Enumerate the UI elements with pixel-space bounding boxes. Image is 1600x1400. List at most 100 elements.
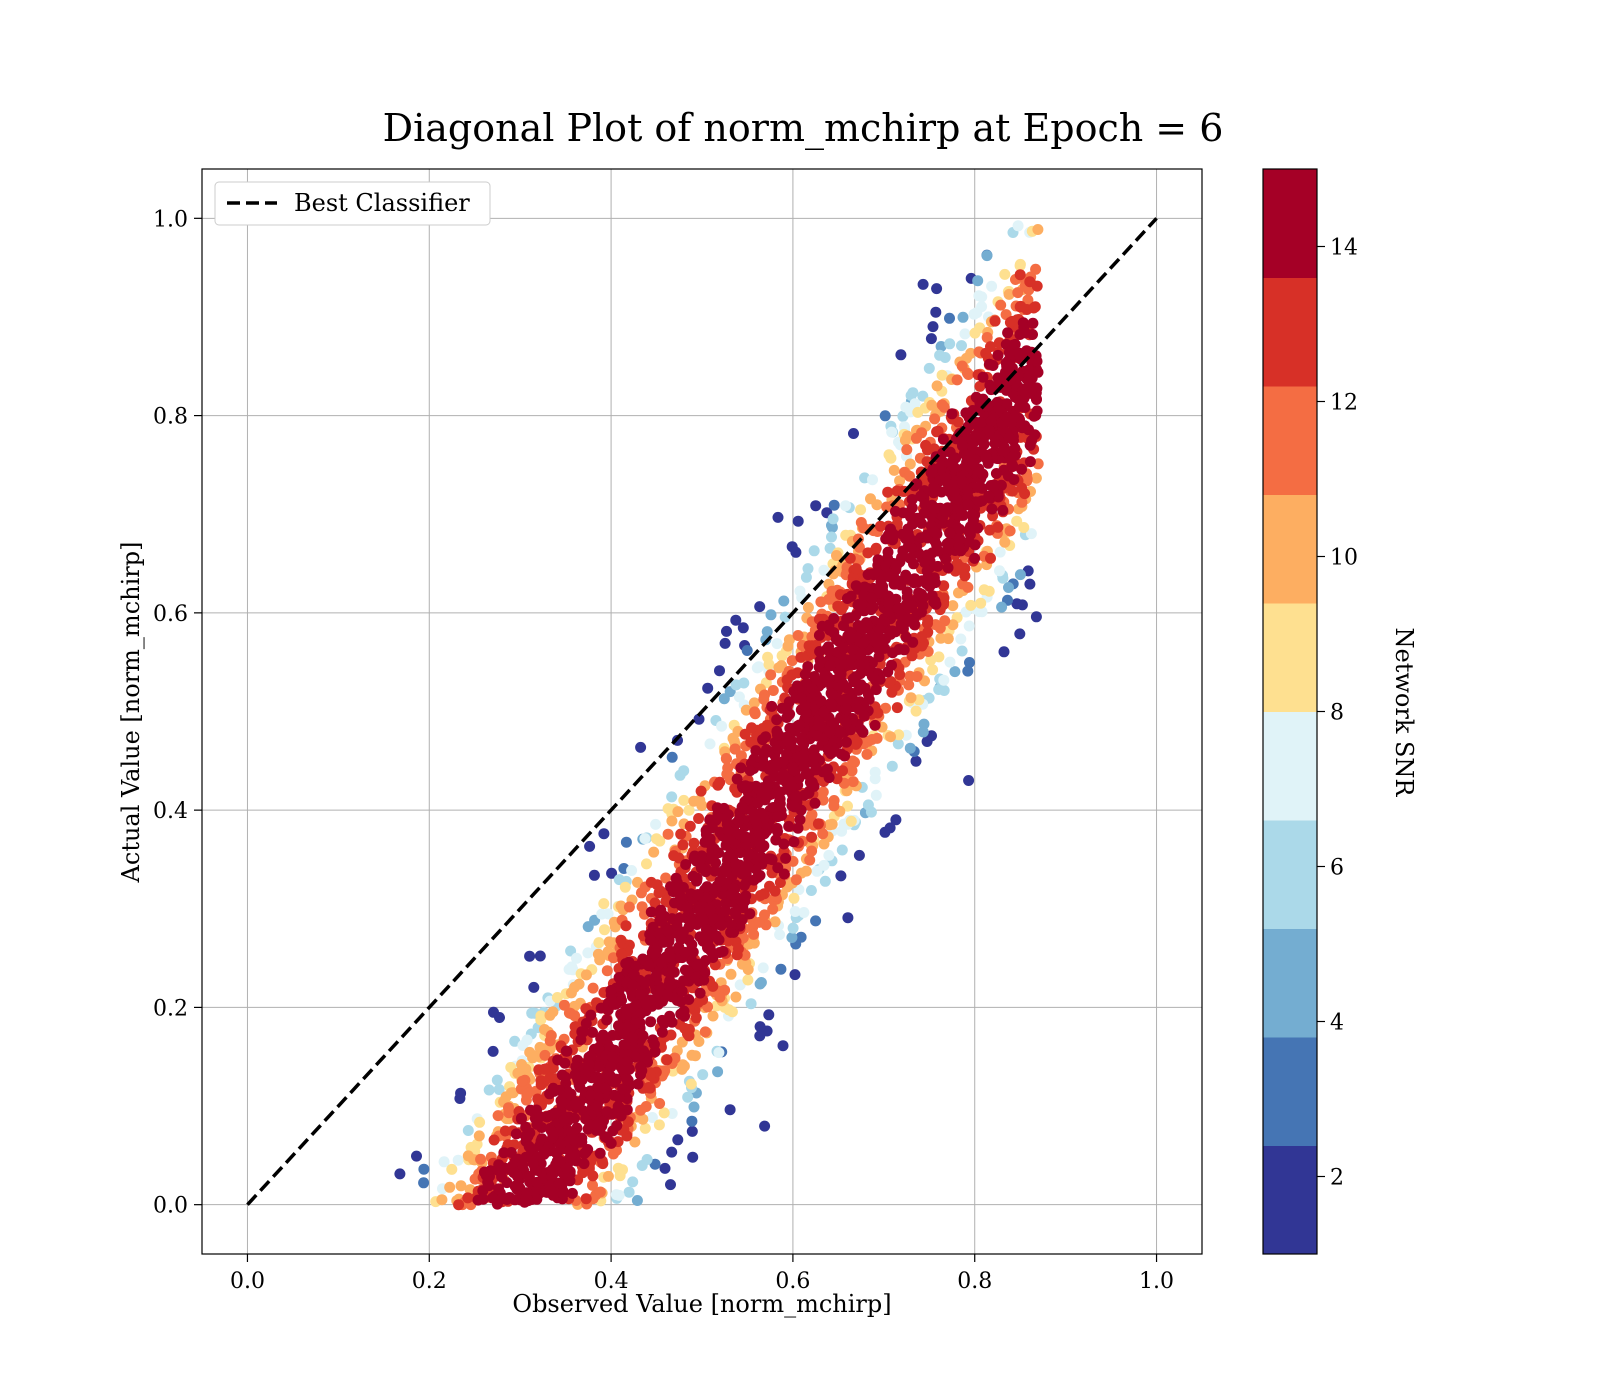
scatter-point <box>617 1083 629 1095</box>
scatter-point <box>555 1139 566 1150</box>
scatter-point <box>875 520 886 532</box>
scatter-point <box>634 989 646 1000</box>
scatter-point <box>775 963 787 975</box>
scatter-point <box>770 760 782 772</box>
scatter-point <box>725 888 737 900</box>
scatter-point <box>962 421 974 433</box>
scatter-point <box>963 775 975 786</box>
scatter-point <box>623 901 635 913</box>
scatter-point <box>869 719 881 731</box>
scatter-point <box>491 1074 503 1086</box>
scatter-point <box>845 815 857 827</box>
scatter-point <box>531 1193 543 1205</box>
scatter-point <box>972 275 984 287</box>
scatter-point <box>938 401 950 413</box>
scatter-point <box>929 526 940 538</box>
scatter-point <box>772 811 784 823</box>
scatter-point <box>653 1119 665 1131</box>
scatter-point <box>890 814 902 826</box>
scatter-point <box>913 513 925 524</box>
scatter-point <box>656 1026 668 1038</box>
scatter-point <box>510 1128 522 1140</box>
scatter-point <box>755 890 766 901</box>
scatter-point <box>730 858 742 870</box>
y-axis: 0.0 0.2 0.4 0.6 0.8 1.0 <box>153 207 202 1219</box>
scatter-point <box>758 748 770 760</box>
scatter-point <box>753 827 765 839</box>
scatter-point <box>666 1146 678 1158</box>
scatter-point <box>962 665 974 677</box>
scatter-point <box>644 1069 656 1081</box>
scatter-point <box>601 1014 613 1026</box>
scatter-point <box>725 968 737 980</box>
scatter-point <box>895 349 907 361</box>
colorbar-band <box>1263 711 1317 821</box>
scatter-point <box>516 1075 528 1087</box>
scatter-point <box>790 546 802 558</box>
scatter-point <box>654 835 666 847</box>
scatter-point <box>453 1199 465 1211</box>
scatter-point <box>812 730 824 742</box>
scatter-point <box>906 494 918 505</box>
scatter-point <box>975 597 987 609</box>
scatter-point <box>788 836 800 848</box>
scatter-point <box>566 1187 578 1199</box>
scatter-point <box>798 761 810 773</box>
scatter-point <box>790 874 802 886</box>
plot-area <box>201 168 1203 1255</box>
scatter-point <box>735 762 747 774</box>
scatter-point <box>748 928 760 940</box>
scatter-point <box>557 1188 569 1200</box>
scatter-point <box>983 585 995 597</box>
colorbar-tick-label: 2 <box>1330 1166 1344 1191</box>
scatter-point <box>845 632 857 644</box>
scatter-point <box>722 851 734 863</box>
scatter-point <box>929 413 941 425</box>
scatter-point <box>765 669 777 681</box>
scatter-point <box>761 781 773 793</box>
scatter-point <box>1021 473 1033 485</box>
scatter-point <box>905 542 917 554</box>
scatter-point <box>814 646 826 657</box>
scatter-point <box>811 865 823 877</box>
scatter-point <box>666 791 678 803</box>
scatter-point <box>623 1186 635 1198</box>
scatter-point <box>593 937 605 949</box>
scatter-point <box>782 735 794 747</box>
scatter-point <box>810 763 822 775</box>
scatter-point <box>709 865 721 877</box>
scatter-point <box>1007 460 1019 472</box>
scatter-point <box>528 981 540 993</box>
scatter-point <box>517 1159 529 1171</box>
scatter-point <box>454 1093 466 1104</box>
scatter-point <box>786 932 798 943</box>
scatter-point <box>885 731 896 743</box>
scatter-point <box>763 1009 775 1021</box>
scatter-point <box>944 446 956 458</box>
scatter-point <box>509 1035 521 1047</box>
scatter-point <box>550 1147 562 1158</box>
scatter-point <box>772 729 783 741</box>
scatter-point <box>547 1130 559 1142</box>
scatter-point <box>940 472 952 484</box>
scatter-point <box>856 623 868 635</box>
scatter-point <box>498 1147 510 1159</box>
scatter-point <box>645 906 657 918</box>
scatter-point <box>742 964 754 975</box>
scatter-point <box>729 743 741 755</box>
y-tick-label: 0.2 <box>153 996 188 1021</box>
scatter-point <box>761 626 773 638</box>
scatter-point <box>969 552 981 564</box>
scatter-point <box>737 622 749 634</box>
scatter-point <box>981 250 993 262</box>
scatter-point <box>682 1091 694 1103</box>
scatter-point <box>695 785 707 797</box>
scatter-point <box>938 580 950 592</box>
chart-title: Diagonal Plot of norm_mchirp at Epoch = … <box>383 106 1224 151</box>
scatter-point <box>765 609 777 621</box>
scatter-point <box>938 685 950 696</box>
scatter-point <box>650 970 662 982</box>
scatter-point <box>875 576 887 588</box>
scatter-point <box>710 930 722 942</box>
scatter-point <box>818 706 830 718</box>
